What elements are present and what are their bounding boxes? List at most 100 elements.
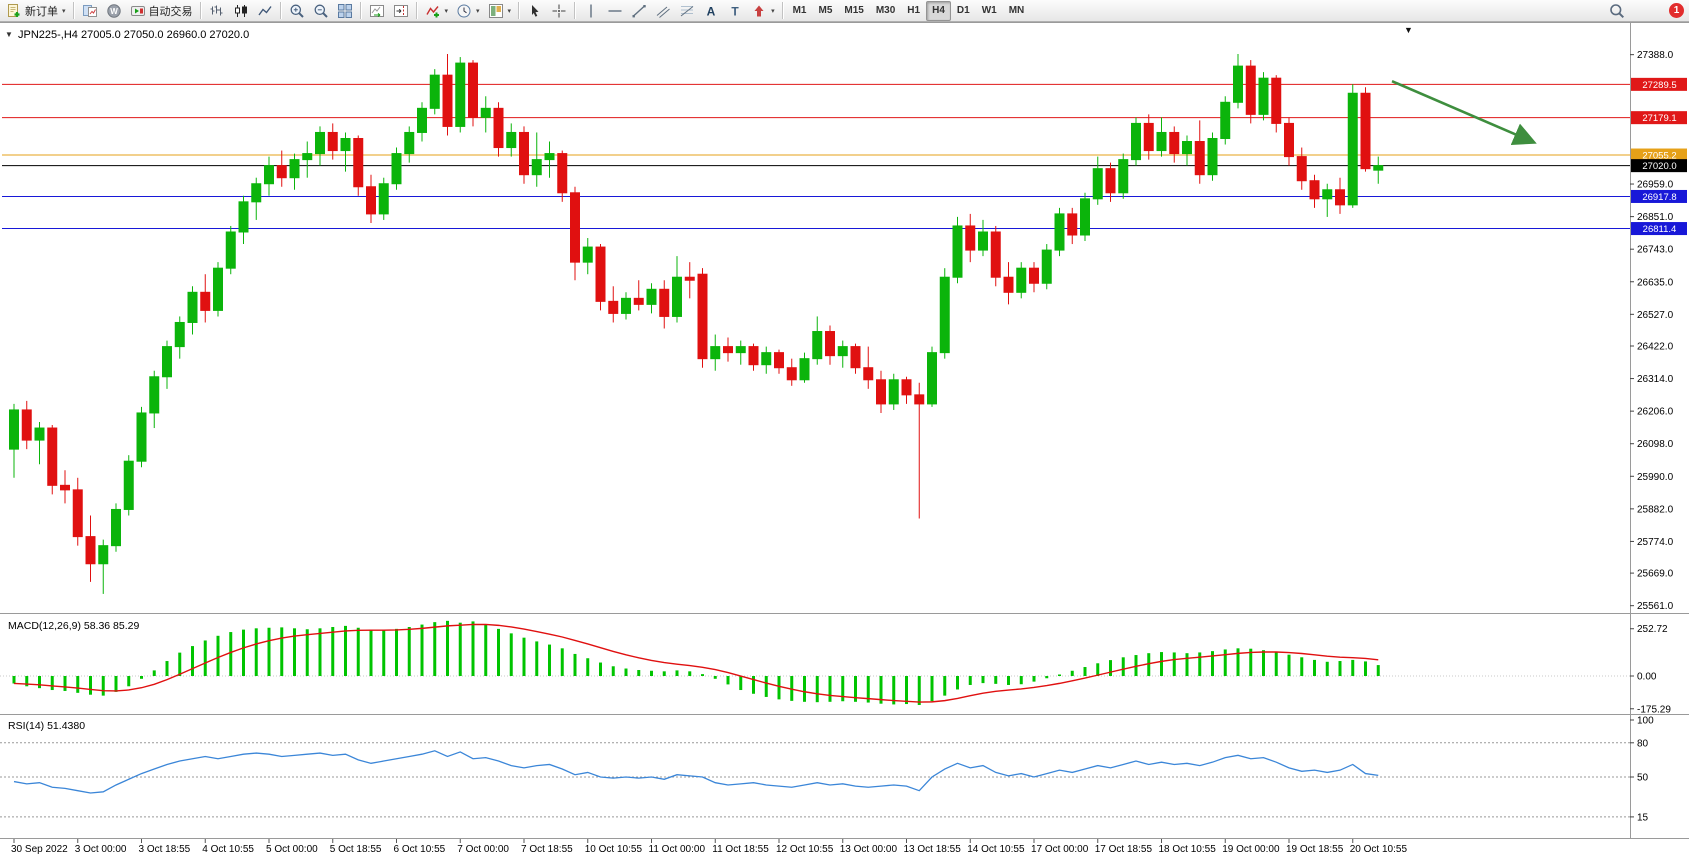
price-axis-labels: 27388.0 26959.0 26851.0 26743.0 26635.0 26527… [1630,50,1674,612]
svg-text:11 Oct 00:00: 11 Oct 00:00 [649,844,706,855]
trend-arrow-annotation[interactable] [1391,79,1537,146]
svg-text:26206.0: 26206.0 [1637,407,1674,418]
svg-text:3 Oct 00:00: 3 Oct 00:00 [75,844,127,855]
timeframe-d1-button[interactable]: D1 [951,1,976,21]
svg-text:17 Oct 18:55: 17 Oct 18:55 [1095,844,1153,855]
svg-text:26314.0: 26314.0 [1637,374,1674,385]
zoom-in-button[interactable] [285,1,309,21]
templates-caret-icon: ▾ [507,7,512,15]
svg-text:12 Oct 10:55: 12 Oct 10:55 [776,844,834,855]
line-chart-icon [257,5,272,15]
zoom-out-button[interactable] [309,1,333,21]
macd-panel-label: MACD(12,26,9) 58.36 85.29 [8,620,139,632]
horizontal-line-button[interactable] [603,1,627,21]
time-axis-labels: 30 Sep 2022 3 Oct 00:00 3 Oct 18:55 4 Oct 1… [11,839,1407,855]
periods-clock-icon [457,4,471,17]
text-tool-button[interactable]: A [699,1,723,21]
price-tag [1631,148,1687,162]
svg-text:25669.0: 25669.0 [1637,569,1674,580]
timeframe-m15-button[interactable]: M15 [838,1,869,21]
text-tool-icon: A [707,4,716,18]
rsi-panel-label: RSI(14) 51.4380 [8,720,85,732]
svg-text:25990.0: 25990.0 [1637,472,1674,483]
trendline-button[interactable] [627,1,651,21]
toolbar-right-group: 1 [1605,1,1687,21]
zoom-in-icon [290,4,304,18]
chart-menu-icon[interactable]: ▼ [5,30,13,39]
cursor-icon [532,4,539,17]
indicators-button[interactable]: ▾ [421,1,453,21]
bar-chart-button[interactable] [205,1,229,21]
auto-scroll-button[interactable] [365,1,389,21]
svg-text:26811.4: 26811.4 [1643,224,1677,235]
search-button[interactable] [1605,1,1629,21]
arrows-button[interactable]: ▾ [747,1,779,21]
autotrade-button[interactable]: 自动交易 [126,1,197,21]
chart-profiles-icon [82,4,97,17]
svg-text:4 Oct 10:55: 4 Oct 10:55 [202,844,254,855]
toolbar-separator [279,2,282,19]
text-label-icon: T [731,4,739,18]
svg-text:25882.0: 25882.0 [1637,504,1674,515]
timeframe-m1-button[interactable]: M1 [787,1,813,21]
price-tag [1631,159,1687,173]
rsi-scale-labels: 100 80 50 15 [1630,716,1654,823]
templates-button[interactable]: ▾ [484,1,516,21]
auto-scroll-icon [369,4,384,17]
arrows-icon [754,5,764,16]
fibonacci-icon [680,5,694,16]
line-chart-button[interactable] [253,1,277,21]
svg-text:26635.0: 26635.0 [1637,277,1674,288]
svg-text:13 Oct 00:00: 13 Oct 00:00 [840,844,898,855]
toolbar-separator [518,2,521,19]
macd-histogram [12,620,1380,705]
svg-text:20 Oct 10:55: 20 Oct 10:55 [1350,844,1408,855]
svg-text:27388.0: 27388.0 [1637,50,1674,61]
toolbar-separator [781,2,784,19]
channel-button[interactable] [651,1,675,21]
svg-text:27289.5: 27289.5 [1642,80,1676,91]
timeframe-m30-button[interactable]: M30 [870,1,901,21]
timeframe-mn-button[interactable]: MN [1003,1,1031,21]
search-icon [1610,3,1625,18]
community-button[interactable]: W [102,1,126,21]
svg-text:11 Oct 18:55: 11 Oct 18:55 [712,844,769,855]
chart-shift-button[interactable] [389,1,413,21]
svg-text:7 Oct 18:55: 7 Oct 18:55 [521,844,573,855]
price-tag [1631,111,1687,125]
toolbar-separator [574,2,577,19]
chart-dropdown-marker[interactable]: ▼ [1404,25,1413,35]
svg-text:80: 80 [1637,738,1649,749]
cursor-button[interactable] [523,1,547,21]
svg-text:14 Oct 10:55: 14 Oct 10:55 [967,844,1025,855]
svg-text:19 Oct 18:55: 19 Oct 18:55 [1286,844,1344,855]
notification-badge[interactable]: 1 [1669,3,1684,18]
arrows-caret-icon: ▾ [771,7,775,15]
text-label-button[interactable]: T [723,1,747,21]
svg-text:27055.2: 27055.2 [1642,151,1676,162]
timeframe-h4-button[interactable]: H4 [926,0,951,21]
svg-text:26098.0: 26098.0 [1637,439,1674,450]
crosshair-button[interactable] [547,1,571,21]
new-order-button[interactable]: 新订单 ▾ [2,1,70,21]
candle-chart-button[interactable] [229,1,253,21]
svg-text:0.00: 0.00 [1637,672,1657,683]
profiles-button[interactable] [78,1,102,21]
chart-symbol-title: JPN225-,H4 27005.0 27050.0 26960.0 27020… [18,29,249,41]
vertical-line-button[interactable] [579,1,603,21]
timeframe-h1-button[interactable]: H1 [901,1,926,21]
periods-button[interactable]: ▾ [452,1,484,21]
timeframe-w1-button[interactable]: W1 [976,1,1003,21]
timeframe-m5-button[interactable]: M5 [812,1,838,21]
toolbar-separator [359,2,362,19]
svg-text:13 Oct 18:55: 13 Oct 18:55 [904,844,962,855]
svg-text:25561.0: 25561.0 [1637,601,1674,612]
svg-text:5 Oct 00:00: 5 Oct 00:00 [266,844,318,855]
tile-windows-button[interactable] [333,1,357,21]
autotrade-icon [130,5,145,16]
fibonacci-button[interactable] [675,1,699,21]
svg-text:W: W [110,7,118,16]
candle-chart-icon [234,4,247,17]
